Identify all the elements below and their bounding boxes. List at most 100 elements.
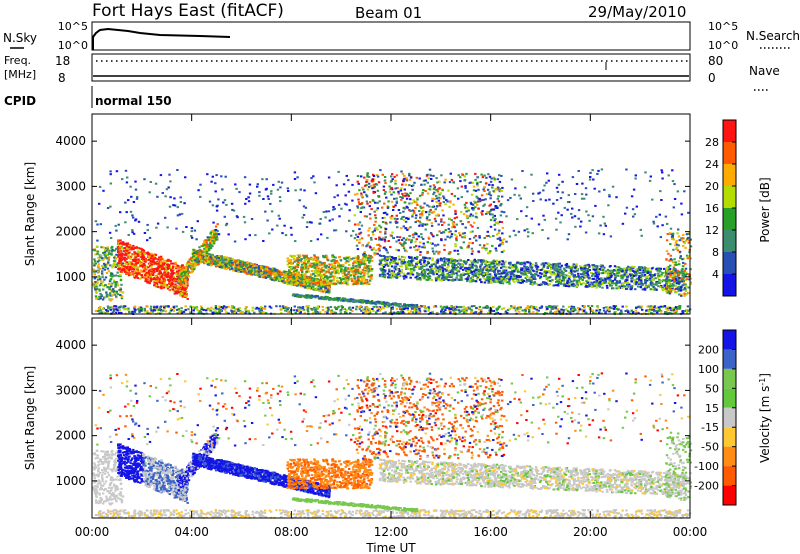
echo-cell bbox=[93, 249, 97, 252]
echo-cell bbox=[353, 261, 356, 264]
echo-cell bbox=[105, 309, 108, 311]
echo-cell bbox=[312, 279, 315, 282]
echo-cell bbox=[568, 312, 572, 314]
echo-cell bbox=[144, 280, 147, 283]
echo-cell bbox=[209, 264, 213, 267]
echo-cell bbox=[175, 280, 178, 283]
echo-cell bbox=[327, 306, 330, 309]
echo-cell bbox=[211, 235, 215, 237]
echo-cell bbox=[452, 306, 455, 309]
echo-cell bbox=[106, 310, 109, 313]
echo-cell bbox=[255, 306, 259, 309]
echo-cell bbox=[298, 295, 301, 298]
echo-cell bbox=[350, 280, 354, 283]
echo-cell bbox=[465, 309, 468, 312]
echo-cell bbox=[528, 310, 531, 313]
echo-cell bbox=[160, 264, 163, 267]
echo-cell bbox=[140, 248, 143, 251]
echo-cell bbox=[308, 264, 312, 267]
cpid-label: CPID bbox=[4, 94, 36, 108]
echo-cell bbox=[114, 266, 117, 269]
echo-cell bbox=[470, 311, 473, 314]
echo-cell bbox=[348, 278, 352, 281]
echo-cell bbox=[421, 305, 424, 308]
echo-cell bbox=[210, 254, 213, 257]
echo-cell bbox=[176, 276, 180, 279]
echo-cell bbox=[214, 305, 218, 307]
echo-cell bbox=[453, 306, 457, 308]
echo-cell bbox=[230, 267, 234, 270]
echo-cell bbox=[113, 256, 116, 259]
echo-cell bbox=[215, 308, 218, 311]
echo-cell bbox=[610, 307, 613, 310]
echo-cell bbox=[122, 250, 126, 253]
echo-cell bbox=[119, 294, 122, 296]
echo-cell bbox=[145, 311, 149, 313]
echo-cell bbox=[352, 301, 355, 303]
echo-cell bbox=[93, 264, 96, 267]
echo-cell bbox=[162, 286, 166, 289]
echo-cell bbox=[312, 288, 315, 291]
echo-cell bbox=[117, 311, 121, 314]
echo-cell bbox=[189, 312, 192, 315]
echo-cell bbox=[314, 306, 318, 309]
echo-cell bbox=[190, 271, 194, 274]
echo-cell bbox=[160, 275, 164, 278]
echo-cell bbox=[217, 264, 220, 266]
echo-cell bbox=[225, 311, 228, 314]
echo-cell bbox=[208, 248, 211, 251]
echo-cell bbox=[326, 282, 330, 285]
freq-tick-top: 18 bbox=[55, 54, 70, 68]
echo-cell bbox=[153, 281, 156, 284]
echo-cell bbox=[172, 268, 175, 271]
echo-cell bbox=[122, 305, 125, 308]
echo-cell bbox=[258, 275, 261, 278]
echo-cell bbox=[304, 263, 308, 266]
echo-cell bbox=[234, 269, 238, 272]
echo-cell bbox=[121, 247, 125, 250]
echo-cell bbox=[249, 265, 252, 268]
echo-cell bbox=[625, 305, 628, 308]
echo-cell bbox=[189, 266, 192, 269]
echo-cell bbox=[153, 277, 156, 279]
echo-cell bbox=[117, 252, 121, 255]
echo-cell bbox=[331, 268, 334, 270]
echo-cell bbox=[198, 253, 201, 256]
echo-cell bbox=[112, 259, 116, 262]
echo-cell bbox=[216, 307, 220, 310]
echo-cell bbox=[161, 258, 164, 261]
echo-cell bbox=[192, 248, 195, 251]
echo-cell bbox=[283, 274, 286, 277]
echo-cell bbox=[352, 264, 355, 267]
echo-cell bbox=[302, 273, 305, 276]
echo-cell bbox=[310, 270, 314, 272]
echo-cell bbox=[300, 308, 303, 311]
echo-cell bbox=[296, 264, 300, 266]
echo-cell bbox=[94, 281, 97, 283]
echo-cell bbox=[126, 247, 129, 250]
echo-cell bbox=[233, 309, 237, 312]
echo-cell bbox=[284, 309, 287, 312]
echo-cell bbox=[188, 310, 192, 313]
echo-cell bbox=[391, 307, 394, 310]
echo-cell bbox=[668, 308, 671, 311]
echo-cell bbox=[572, 309, 576, 312]
echo-cell bbox=[99, 256, 102, 259]
echo-cell bbox=[148, 280, 151, 283]
echo-cell bbox=[363, 265, 367, 268]
echo-cell bbox=[166, 287, 170, 290]
echo-cell bbox=[151, 274, 155, 276]
echo-cell bbox=[399, 306, 402, 309]
echo-cell bbox=[495, 308, 498, 311]
echo-cell bbox=[251, 309, 254, 312]
echo-cell bbox=[637, 305, 640, 308]
echo-cell bbox=[108, 249, 111, 252]
echo-cell bbox=[391, 306, 394, 309]
echo-cell bbox=[113, 255, 117, 258]
echo-cell bbox=[103, 251, 106, 254]
echo-cell bbox=[111, 290, 114, 292]
echo-cell bbox=[101, 280, 105, 283]
echo-cell bbox=[320, 266, 324, 269]
echo-cell bbox=[675, 308, 679, 311]
echo-cell bbox=[163, 281, 166, 284]
